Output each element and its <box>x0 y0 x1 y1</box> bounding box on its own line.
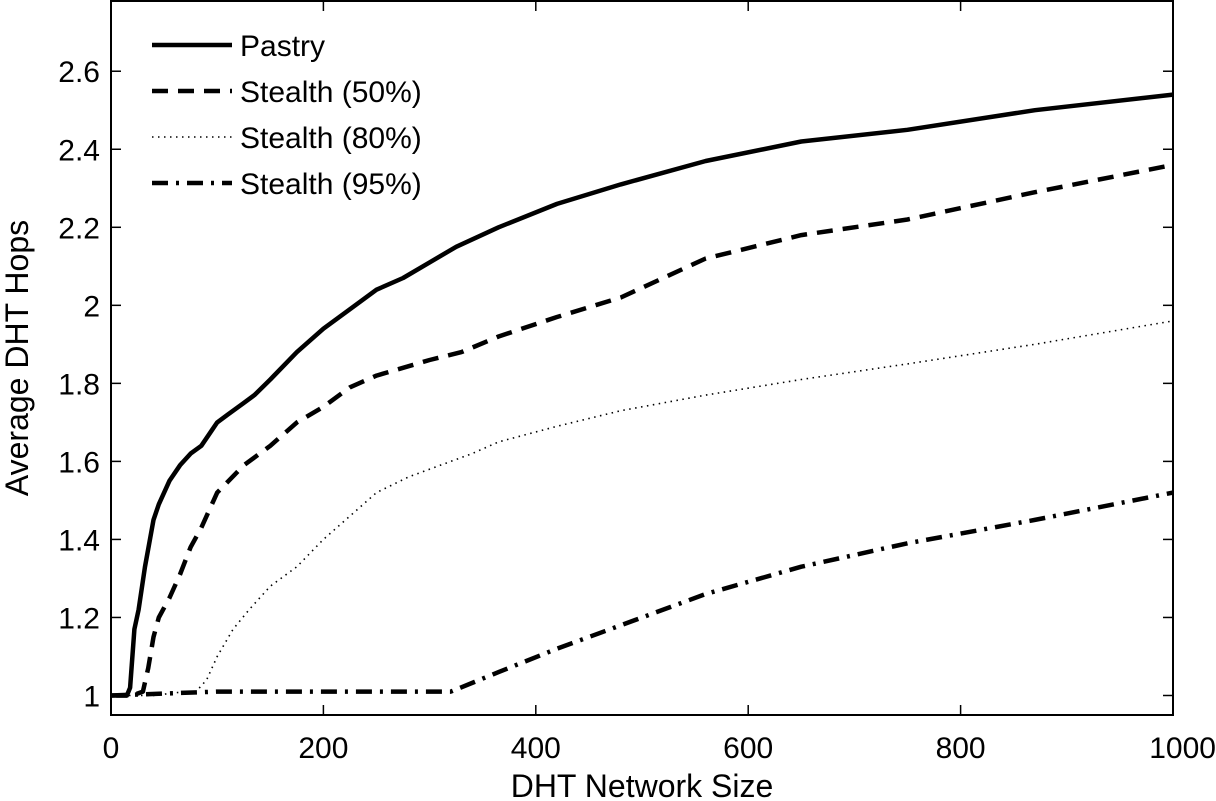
x-tick-label: 800 <box>936 732 986 765</box>
y-tick-label: 2 <box>83 290 100 323</box>
legend-item-stealth-95: Stealth (95%) <box>152 168 422 201</box>
legend-label: Stealth (95%) <box>240 168 422 201</box>
legend-item-pastry: Pastry <box>152 30 325 63</box>
plot-area-frame <box>110 0 1174 716</box>
series-layer <box>110 92 1174 698</box>
y-tick-label: 1.4 <box>58 524 100 557</box>
legend-item-stealth-80: Stealth (80%) <box>152 122 422 155</box>
y-tick-label: 2.6 <box>58 56 100 89</box>
legend-item-stealth-50: Stealth (50%) <box>152 76 422 109</box>
series-line-stealth-95 <box>110 490 1174 698</box>
x-tick-label: 400 <box>511 732 561 765</box>
legend-label: Stealth (80%) <box>240 122 422 155</box>
legend-label: Pastry <box>240 30 325 63</box>
ticks-layer: 0 200 400 600 800 1000 1 1.2 1.4 1.6 1.8 2 2.2 2.4 2.6 <box>58 1 1216 765</box>
x-axis-title: DHT Network Size <box>511 768 774 801</box>
y-tick-label: 2.4 <box>58 134 100 167</box>
series-line-stealth-50 <box>111 162 1174 698</box>
y-tick-label: 1.2 <box>58 602 100 635</box>
x-tick-label: 200 <box>298 732 348 765</box>
y-tick-label: 2.2 <box>58 212 100 245</box>
x-tick-label: 600 <box>723 732 773 765</box>
x-tick-label: 1000 <box>1149 732 1216 765</box>
y-axis-title: Average DHT Hops <box>0 220 35 496</box>
series-line-pastry <box>116 92 1174 698</box>
legend: Pastry Stealth (50%) Stealth (80%) Stealth … <box>152 30 422 201</box>
y-tick-label: 1.6 <box>58 446 100 479</box>
y-tick-label: 1.8 <box>58 368 100 401</box>
y-tick-label: 1 <box>83 680 100 713</box>
x-tick-label: 0 <box>103 732 120 765</box>
legend-label: Stealth (50%) <box>240 76 422 109</box>
